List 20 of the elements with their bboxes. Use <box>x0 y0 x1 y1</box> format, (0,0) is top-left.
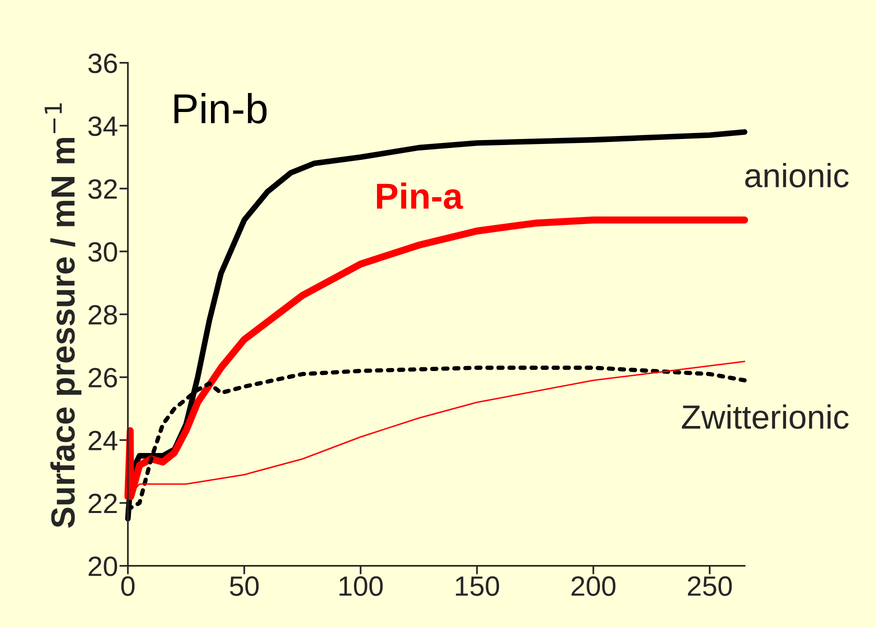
y-axis-title: Surface pressure / mN m$^{−1}$ <box>44 103 82 528</box>
text: anionic <box>745 162 849 188</box>
series-label: Pin-b <box>174 92 267 124</box>
y-tick-label: 26 <box>88 368 117 388</box>
y-tick-label: 34 <box>88 116 118 136</box>
series-label: Pin-a <box>376 182 464 210</box>
x-tick-label: 150 <box>456 576 500 596</box>
annotation: Zwitterionic <box>682 404 849 429</box>
y-tick-label: 30 <box>88 242 118 262</box>
y-tick-label: 36 <box>88 53 117 74</box>
y-tick-label: 20 <box>88 556 118 576</box>
y-tick-label: 24 <box>88 430 118 450</box>
y-tick-label: 28 <box>88 304 117 325</box>
x-tick-label: 250 <box>688 576 732 596</box>
y-tick-label: 22 <box>88 494 117 514</box>
x-tick-label: 50 <box>230 576 259 596</box>
y-tick-label: 32 <box>88 179 117 199</box>
x-tick-label: 0 <box>121 576 135 596</box>
x-tick-label: 200 <box>572 576 616 596</box>
x-tick-label: 100 <box>340 576 383 596</box>
